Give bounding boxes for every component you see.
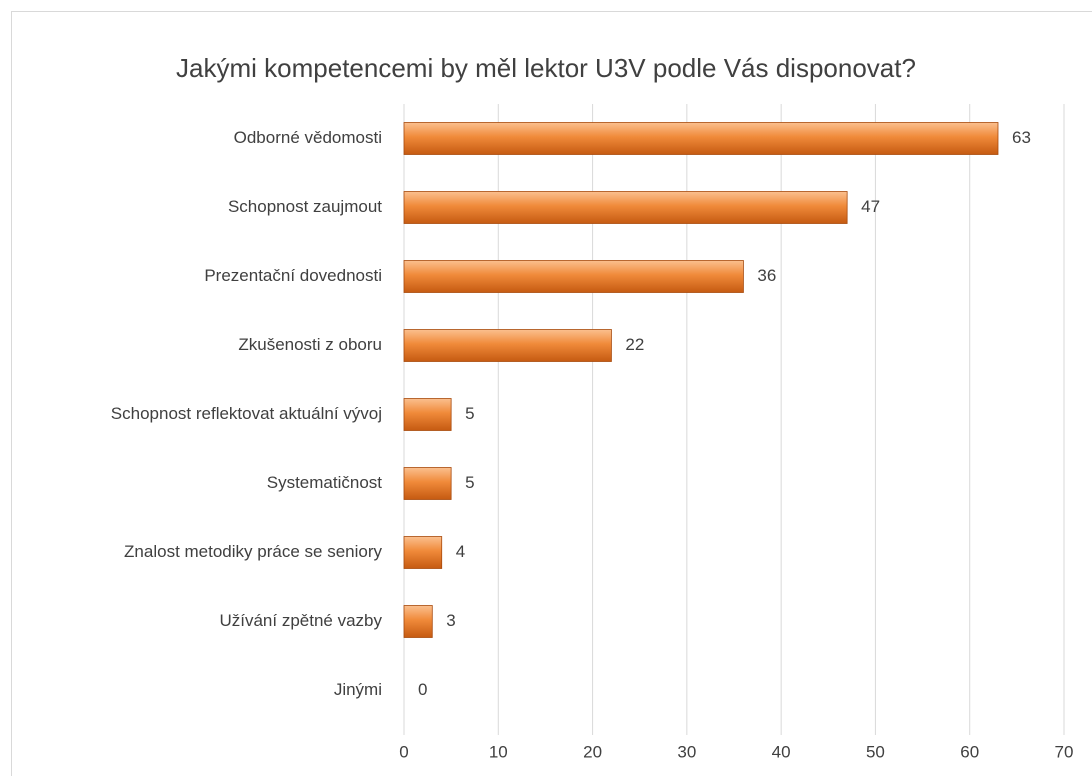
y-tick-label: Schopnost zaujmout xyxy=(228,197,382,216)
y-tick-label: Užívání zpětné vazby xyxy=(219,611,382,630)
y-tick-label: Znalost metodiky práce se seniory xyxy=(124,542,382,561)
bar xyxy=(403,191,848,224)
x-tick-label: 0 xyxy=(399,742,408,761)
data-label: 4 xyxy=(456,542,465,561)
bar xyxy=(403,260,744,293)
data-label: 36 xyxy=(757,266,776,285)
x-tick-label: 60 xyxy=(960,742,979,761)
bar xyxy=(403,467,452,500)
y-tick-label: Jinými xyxy=(334,680,382,699)
bar xyxy=(403,122,999,155)
data-label: 5 xyxy=(465,404,474,423)
y-tick-label: Prezentační dovednosti xyxy=(204,266,382,285)
y-tick-label: Odborné vědomosti xyxy=(234,128,382,147)
data-label: 3 xyxy=(446,611,455,630)
y-tick-label: Schopnost reflektovat aktuální vývoj xyxy=(111,404,382,423)
data-label: 47 xyxy=(861,197,880,216)
data-label: 0 xyxy=(418,680,427,699)
bar xyxy=(403,536,443,569)
bar xyxy=(403,398,452,431)
x-tick-label: 70 xyxy=(1055,742,1074,761)
x-tick-label: 20 xyxy=(583,742,602,761)
x-tick-label: 50 xyxy=(866,742,885,761)
bar xyxy=(403,605,433,638)
data-label: 5 xyxy=(465,473,474,492)
x-tick-label: 40 xyxy=(772,742,791,761)
data-label: 22 xyxy=(625,335,644,354)
y-tick-label: Zkušenosti z oboru xyxy=(238,335,382,354)
x-tick-label: 10 xyxy=(489,742,508,761)
data-label: 63 xyxy=(1012,128,1031,147)
bar xyxy=(403,329,612,362)
x-tick-label: 30 xyxy=(677,742,696,761)
chart-title: Jakými kompetencemi by měl lektor U3V po… xyxy=(176,53,916,83)
y-tick-label: Systematičnost xyxy=(267,473,383,492)
